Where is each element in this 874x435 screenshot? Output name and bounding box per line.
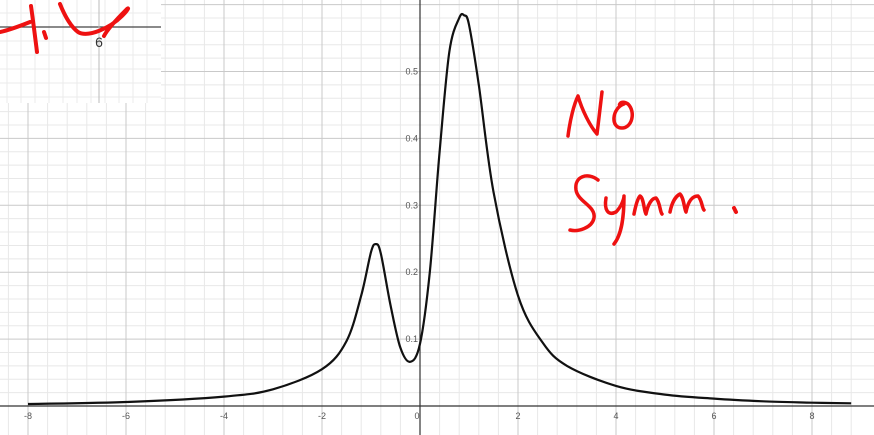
x-tick-label: -8	[24, 411, 32, 421]
x-tick-label: 2	[515, 411, 520, 421]
x-tick-label: 8	[809, 411, 814, 421]
tick-labels: -8 -6 -4 -2 0 2 4 6 8 0.1 0.2 0.3 0.4 0.5	[24, 67, 815, 422]
y-tick-label: 0.2	[405, 267, 418, 277]
y-tick-label: 0.4	[405, 133, 418, 143]
inset-background	[0, 0, 161, 103]
inset-panel: 6	[0, 0, 161, 103]
y-tick-label: 0.3	[405, 200, 418, 210]
inset-tick-label: 6	[95, 34, 103, 50]
series-layer	[27, 12, 852, 406]
handwritten-annotation	[566, 90, 738, 246]
x-tick-label: 0	[414, 411, 419, 421]
x-tick-label: 6	[711, 411, 716, 421]
x-tick-label: 4	[613, 411, 618, 421]
series-line-0	[27, 12, 852, 406]
x-tick-label: -2	[318, 411, 326, 421]
x-tick-label: -6	[122, 411, 130, 421]
y-tick-label: 0.1	[405, 334, 418, 344]
y-tick-label: 0.5	[405, 67, 418, 77]
inset-red-scribble	[0, 2, 131, 54]
x-tick-label: -4	[220, 411, 228, 421]
